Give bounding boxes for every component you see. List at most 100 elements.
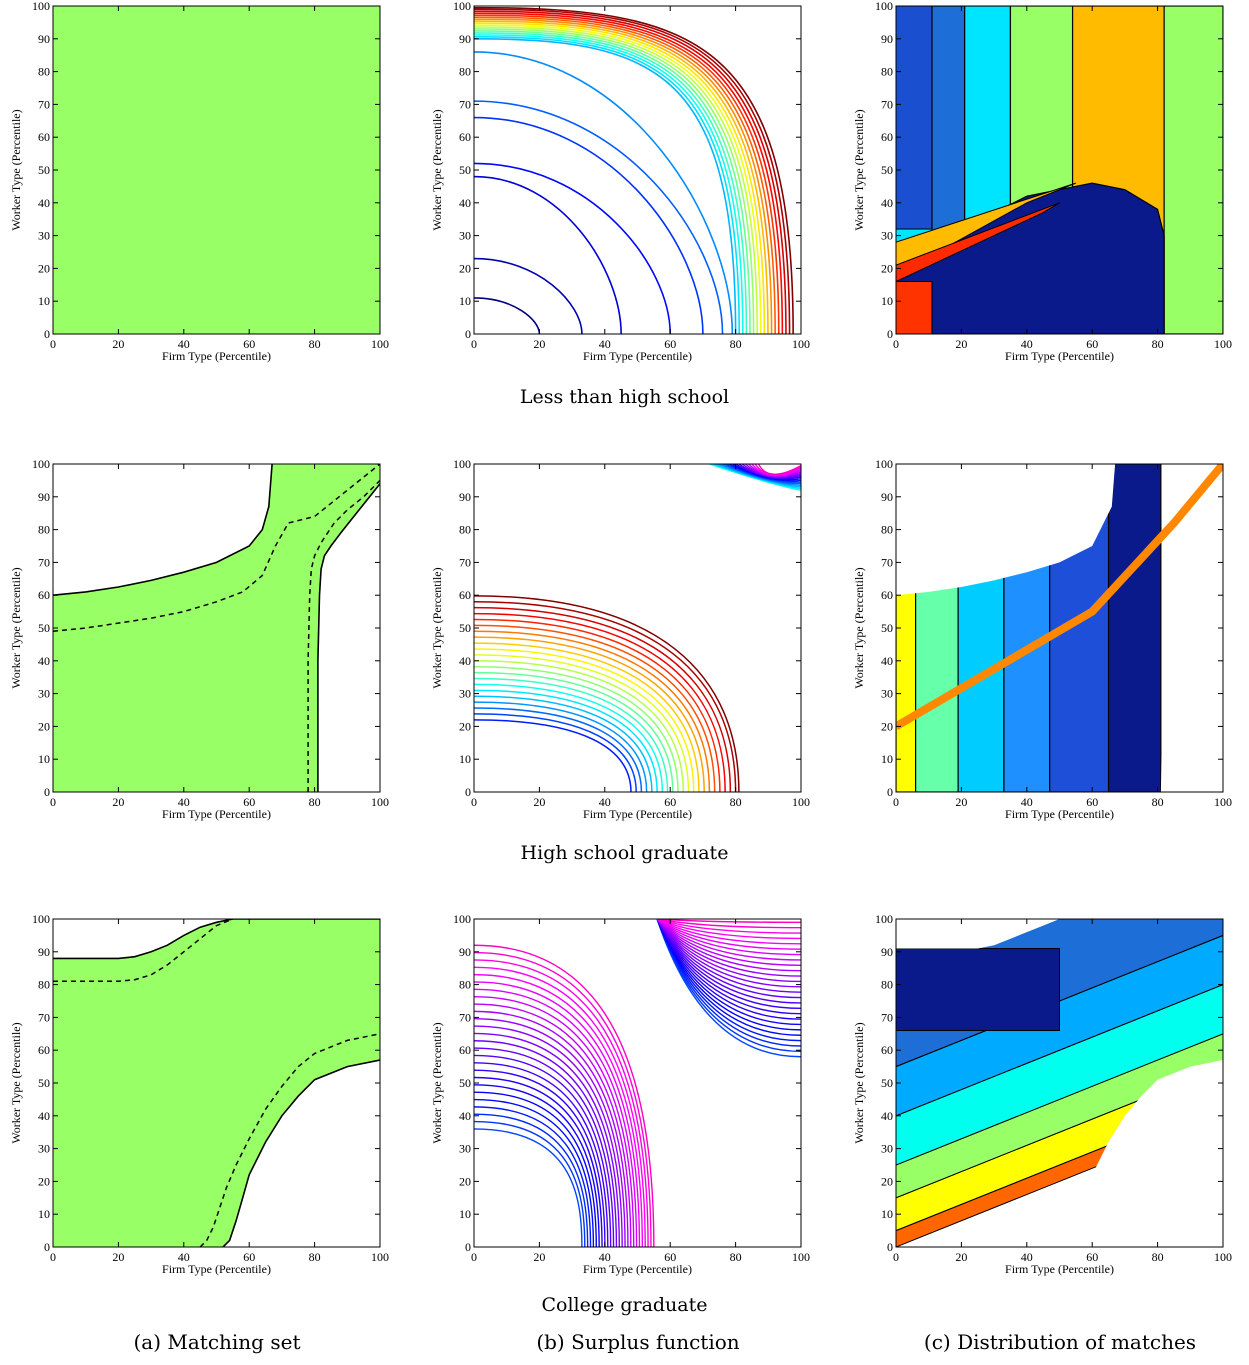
y-tick-label: 20	[459, 719, 471, 733]
y-tick-label: 10	[38, 1207, 50, 1221]
y-tick-label: 10	[881, 752, 893, 766]
y-tick-label: 0	[887, 1240, 893, 1254]
cg-matching-region	[53, 919, 380, 1247]
x-axis-label: Firm Type (Percentile)	[583, 349, 692, 363]
x-tick-label: 80	[1152, 1250, 1164, 1264]
contour-line	[474, 654, 690, 792]
y-tick-label: 40	[881, 196, 893, 210]
contour-line	[474, 973, 644, 1247]
x-tick-label: 40	[1021, 795, 1033, 809]
x-tick-label: 20	[112, 795, 124, 809]
contour-line	[474, 1106, 592, 1247]
y-tick-label: 90	[38, 32, 50, 46]
contour-line	[474, 995, 635, 1247]
x-tick-label: 20	[955, 1250, 967, 1264]
y-tick-label: 90	[38, 945, 50, 959]
y-tick-label: 10	[459, 294, 471, 308]
y-tick-label: 60	[881, 1043, 893, 1057]
y-tick-label: 40	[38, 654, 50, 668]
contour-line	[474, 618, 721, 792]
y-tick-label: 20	[881, 261, 893, 275]
y-tick-label: 10	[38, 752, 50, 766]
x-tick-label: 80	[309, 795, 321, 809]
contour-line	[474, 648, 695, 792]
y-tick-label: 70	[881, 1010, 893, 1024]
contour-line	[474, 1010, 629, 1247]
contour-line	[474, 36, 740, 334]
contour-line	[656, 919, 801, 956]
y-tick-label: 100	[453, 457, 471, 471]
column-caption-surplus-function: (b) Surplus function	[536, 1330, 740, 1354]
x-tick-label: 0	[471, 337, 477, 351]
y-tick-label: 50	[881, 163, 893, 177]
contour-line	[474, 665, 679, 792]
x-tick-label: 20	[112, 337, 124, 351]
cg-matching-lower-dashed	[199, 1033, 380, 1247]
contour-line	[474, 28, 755, 334]
y-tick-label: 50	[881, 621, 893, 635]
x-tick-label: 80	[309, 1250, 321, 1264]
y-tick-label: 20	[38, 1174, 50, 1188]
y-tick-label: 30	[459, 687, 471, 701]
contour-line	[474, 966, 646, 1247]
y-tick-label: 70	[459, 97, 471, 111]
y-tick-label: 20	[459, 261, 471, 275]
contour-line	[474, 988, 638, 1247]
contour-line	[657, 919, 801, 923]
y-tick-label: 20	[38, 261, 50, 275]
contour-line	[474, 1098, 595, 1247]
y-tick-label: 100	[453, 0, 471, 13]
contour-line	[474, 713, 637, 792]
contour-line	[474, 1003, 632, 1247]
y-tick-label: 20	[38, 719, 50, 733]
y-tick-label: 40	[881, 1109, 893, 1123]
lths-distribution-plot-area	[896, 6, 1223, 334]
contour-line	[474, 1040, 618, 1247]
y-tick-label: 0	[887, 327, 893, 341]
x-tick-label: 60	[664, 1250, 676, 1264]
y-tick-label: 80	[38, 523, 50, 537]
contour-line	[474, 6, 794, 334]
x-tick-label: 100	[1214, 1250, 1232, 1264]
lths-matching-region	[53, 6, 380, 334]
x-tick-label: 100	[1214, 337, 1232, 351]
cg-matching-lower-boundary	[222, 1059, 380, 1247]
contour-line	[474, 8, 791, 334]
heatmap-band	[1163, 6, 1223, 334]
y-tick-label: 40	[459, 654, 471, 668]
column-caption-matching-set: (a) Matching set	[133, 1330, 301, 1354]
contour-line	[474, 981, 641, 1247]
contour-line	[474, 1054, 612, 1247]
heatmap-band	[896, 1033, 1223, 1199]
contour-line	[474, 1091, 597, 1247]
heatmap-mask	[896, 919, 1223, 949]
y-tick-label: 80	[881, 523, 893, 537]
contour-line	[474, 1018, 626, 1247]
x-axis-label: Firm Type (Percentile)	[1005, 349, 1114, 363]
y-tick-label: 0	[44, 1240, 50, 1254]
y-tick-label: 60	[459, 130, 471, 144]
contour-line	[474, 1128, 583, 1247]
x-tick-label: 60	[1086, 1250, 1098, 1264]
heatmap-mask	[896, 464, 1116, 596]
y-tick-label: 30	[459, 1142, 471, 1156]
x-tick-label: 40	[599, 795, 611, 809]
y-tick-label: 90	[459, 945, 471, 959]
row-caption-high-school-graduate: High school graduate	[520, 842, 729, 864]
y-axis-label: Worker Type (Percentile)	[430, 567, 444, 688]
contour-line	[656, 919, 801, 961]
contour-line	[474, 683, 664, 792]
y-tick-label: 100	[875, 0, 893, 13]
cg-matching-plot-area	[53, 919, 380, 1247]
y-tick-label: 0	[887, 785, 893, 799]
contour-line	[474, 38, 737, 334]
contour-line	[474, 34, 744, 334]
x-tick-label: 40	[599, 337, 611, 351]
x-axis-label: Firm Type (Percentile)	[1005, 1262, 1114, 1276]
y-tick-label: 60	[881, 588, 893, 602]
x-tick-label: 100	[371, 1250, 389, 1264]
x-axis-label: Firm Type (Percentile)	[162, 807, 271, 821]
y-tick-label: 40	[459, 1109, 471, 1123]
y-tick-label: 40	[881, 654, 893, 668]
x-tick-label: 100	[371, 337, 389, 351]
